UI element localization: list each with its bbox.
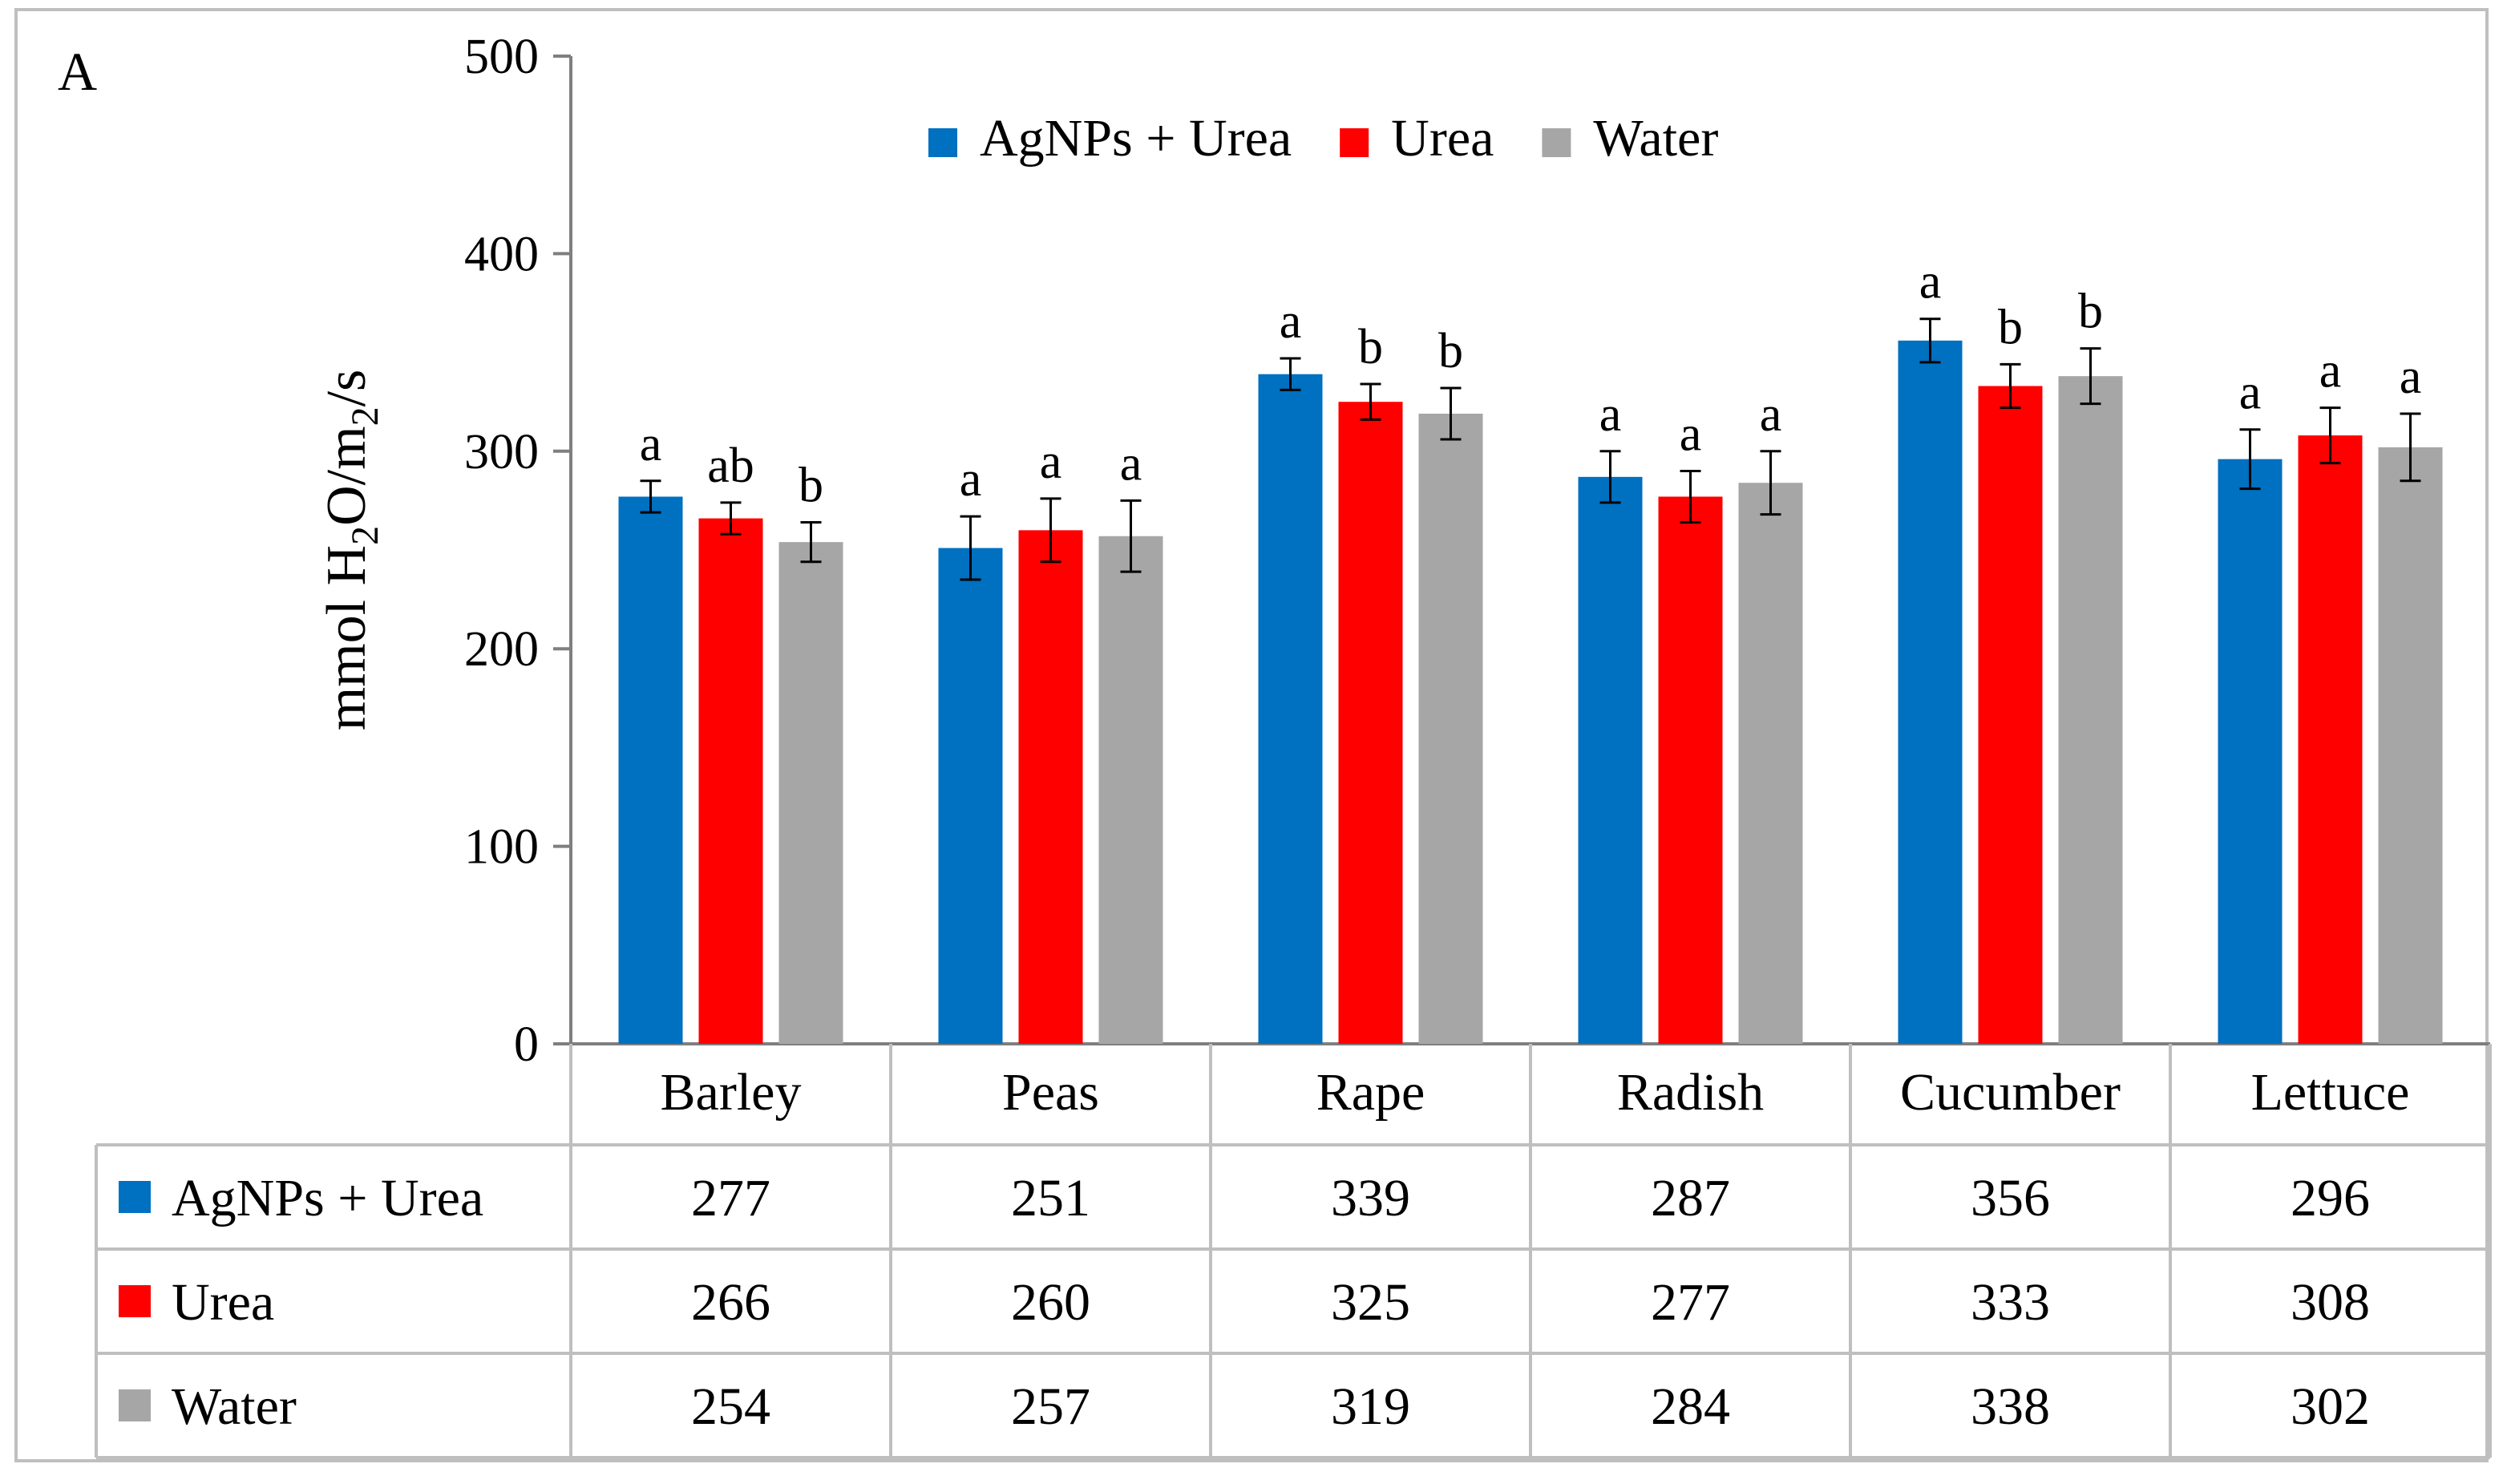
y-tick-label: 100 <box>464 820 539 875</box>
y-tick-label: 200 <box>464 622 539 677</box>
bar-urea-peas <box>1018 530 1083 1044</box>
bar-urea-rape <box>1338 402 1403 1044</box>
table-cell-value: 254 <box>691 1377 770 1436</box>
significance-letter: a <box>1919 255 1942 309</box>
bar-urea-lettuce <box>2298 435 2363 1044</box>
y-tick-label: 500 <box>464 30 539 84</box>
bar-agnps-urea-radish <box>1578 476 1643 1044</box>
bar-agnps-urea-barley <box>618 496 683 1044</box>
significance-letter: a <box>1120 436 1142 491</box>
table-row-label: Water <box>172 1377 297 1436</box>
y-tick-label: 300 <box>464 425 539 479</box>
x-tick-label: Peas <box>1002 1063 1099 1122</box>
bar-water-rape <box>1418 413 1483 1044</box>
significance-letter: a <box>2239 366 2262 420</box>
significance-letter: a <box>640 417 662 471</box>
significance-letter: b <box>2078 285 2103 339</box>
table-cell-value: 287 <box>1651 1169 1730 1227</box>
data-table: Barley Peas Rape Radish Cucumber Lettuce AgNPs… <box>95 1044 2492 1459</box>
y-axis-title: mmol H2O/m2/s <box>316 370 386 731</box>
bar-layer: a ab b a a aa b ba a aab ba a a <box>618 255 2443 1045</box>
table-cell-value: 257 <box>1011 1377 1090 1436</box>
table-cell-value: 338 <box>1971 1377 2050 1436</box>
legend-label: Water <box>1593 109 1718 168</box>
significance-letter: b <box>799 459 823 513</box>
legend-label: AgNPs + Urea <box>980 109 1292 168</box>
panel-label: A <box>58 41 97 102</box>
significance-letter: a <box>1680 406 1702 461</box>
bar-urea-radish <box>1658 496 1723 1044</box>
significance-letter: ab <box>707 439 754 493</box>
bar-water-peas <box>1098 536 1163 1044</box>
bar-water-barley <box>778 542 843 1044</box>
table-row-swatch <box>119 1389 151 1421</box>
table-cell-value: 266 <box>691 1273 770 1332</box>
significance-letter: a <box>960 452 982 507</box>
significance-letter: b <box>1998 300 2023 354</box>
table-cell-value: 284 <box>1651 1377 1730 1436</box>
table-cell-value: 325 <box>1331 1273 1410 1332</box>
bar-water-radish <box>1738 483 1803 1044</box>
bar-agnps-urea-peas <box>938 548 1003 1044</box>
significance-letter: a <box>1040 435 1062 489</box>
significance-letter: b <box>1358 320 1383 374</box>
table-row-label: Urea <box>172 1273 274 1332</box>
bar-agnps-urea-lettuce <box>2218 459 2283 1044</box>
bar-water-cucumber <box>2058 376 2123 1045</box>
table-cell-value: 277 <box>1651 1273 1730 1332</box>
table-cell-value: 302 <box>2291 1377 2370 1436</box>
table-cell-value: 356 <box>1971 1169 2050 1227</box>
x-tick-label: Radish <box>1617 1063 1764 1122</box>
bar-water-lettuce <box>2378 447 2443 1044</box>
significance-letter: a <box>2400 350 2422 404</box>
legend: AgNPs + Urea Urea Water <box>928 109 1718 168</box>
table-cell-value: 339 <box>1331 1169 1410 1227</box>
y-tick-label: 0 <box>514 1017 539 1072</box>
table-cell-value: 277 <box>691 1169 770 1227</box>
significance-letter: a <box>1280 294 1302 349</box>
significance-letter: a <box>1599 387 1622 442</box>
y-axis-label: mmol H2O/m2/s <box>316 370 386 731</box>
legend-swatch <box>928 128 957 157</box>
y-tick-label: 400 <box>464 227 539 281</box>
table-row-label: AgNPs + Urea <box>172 1169 483 1227</box>
table-row-swatch <box>119 1285 151 1317</box>
table-cell-value: 308 <box>2291 1273 2370 1332</box>
x-tick-label: Lettuce <box>2251 1063 2410 1122</box>
significance-letter: a <box>2319 344 2342 398</box>
legend-label: Urea <box>1391 109 1494 168</box>
significance-letter: b <box>1438 324 1463 378</box>
bar-agnps-urea-cucumber <box>1898 340 1963 1044</box>
bar-urea-barley <box>698 518 763 1044</box>
table-cell-value: 251 <box>1011 1169 1090 1227</box>
table-cell-value: 319 <box>1331 1377 1410 1436</box>
bar-agnps-urea-rape <box>1258 374 1323 1045</box>
table-cell-value: 260 <box>1011 1273 1090 1332</box>
x-tick-label: Cucumber <box>1900 1063 2121 1122</box>
table-cell-value: 333 <box>1971 1273 2050 1332</box>
table-cell-value: 296 <box>2291 1169 2370 1227</box>
legend-swatch <box>1542 128 1571 157</box>
x-tick-label: Rape <box>1316 1063 1425 1122</box>
significance-letter: a <box>1760 387 1782 442</box>
legend-swatch <box>1340 128 1369 157</box>
table-row-swatch <box>119 1181 151 1213</box>
x-tick-label: Barley <box>661 1063 802 1122</box>
bar-urea-cucumber <box>1978 386 2043 1044</box>
